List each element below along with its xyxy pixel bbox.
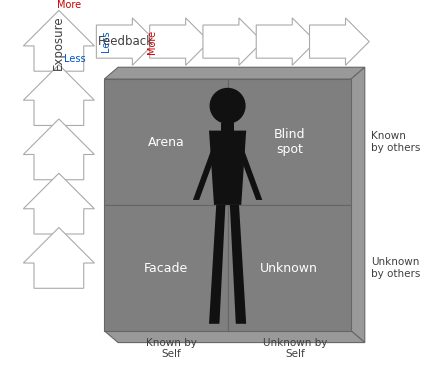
Polygon shape bbox=[23, 119, 95, 180]
Text: More: More bbox=[57, 0, 82, 10]
Polygon shape bbox=[23, 228, 95, 288]
Text: Exposure: Exposure bbox=[52, 16, 65, 70]
Bar bbox=[228, 206, 351, 331]
Polygon shape bbox=[23, 173, 95, 234]
Polygon shape bbox=[23, 65, 95, 126]
Bar bbox=[104, 206, 228, 331]
Polygon shape bbox=[104, 67, 365, 79]
Polygon shape bbox=[96, 18, 156, 65]
Text: Blind
spot: Blind spot bbox=[273, 128, 305, 156]
Text: Less: Less bbox=[64, 54, 85, 64]
Text: Facade: Facade bbox=[144, 261, 188, 275]
Text: Arena: Arena bbox=[148, 136, 184, 149]
Text: Unknown: Unknown bbox=[260, 261, 318, 275]
Text: Feedback: Feedback bbox=[98, 35, 154, 48]
Text: Known by
Self: Known by Self bbox=[146, 338, 197, 359]
Polygon shape bbox=[209, 205, 226, 324]
Polygon shape bbox=[351, 67, 365, 343]
Polygon shape bbox=[104, 331, 365, 343]
Circle shape bbox=[210, 89, 245, 123]
Polygon shape bbox=[232, 136, 262, 200]
Polygon shape bbox=[23, 10, 95, 71]
Polygon shape bbox=[222, 123, 234, 131]
Bar bbox=[104, 79, 228, 206]
Polygon shape bbox=[230, 205, 246, 324]
Bar bbox=[228, 79, 351, 206]
Polygon shape bbox=[193, 136, 222, 200]
Polygon shape bbox=[209, 131, 246, 205]
Text: Unknown by
Self: Unknown by Self bbox=[263, 338, 327, 359]
Text: Unknown
by others: Unknown by others bbox=[371, 257, 420, 279]
Polygon shape bbox=[149, 18, 210, 65]
Text: More: More bbox=[147, 30, 157, 54]
Text: Known
by others: Known by others bbox=[371, 131, 420, 153]
Text: Less: Less bbox=[101, 31, 111, 52]
Polygon shape bbox=[256, 18, 316, 65]
Polygon shape bbox=[309, 18, 369, 65]
Polygon shape bbox=[203, 18, 263, 65]
